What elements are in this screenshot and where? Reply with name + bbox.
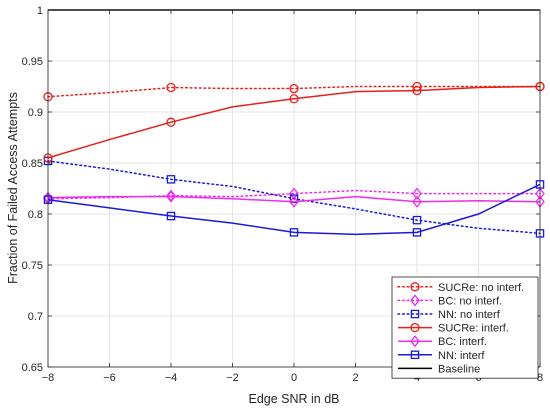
legend-label: SUCRe: no interf. (438, 282, 524, 294)
y-tick-label: 1 (37, 5, 43, 17)
data-point (289, 195, 299, 208)
legend-marker (410, 350, 420, 360)
series-line (47, 85, 541, 98)
y-tick-label: 0.75 (22, 260, 43, 272)
data-point (166, 190, 176, 203)
x-tick-label: −4 (165, 372, 178, 384)
legend-marker (410, 309, 420, 319)
legend-entry-nn-interf: NN: interf (398, 350, 485, 362)
y-tick-label: 0.9 (28, 107, 43, 119)
legend-entry-sucre-interf: SUCRe: interf. (398, 323, 509, 335)
legend-entry-baseline: Baseline (398, 363, 480, 375)
legend-marker (410, 282, 420, 292)
x-tick-label: −6 (103, 372, 116, 384)
data-point (412, 228, 422, 237)
legend-entry-bc-interf: BC: interf. (398, 335, 487, 348)
x-tick-label: −8 (42, 372, 55, 384)
legend-marker (410, 322, 420, 333)
series-line (47, 189, 541, 200)
data-point (412, 215, 422, 225)
series-line (47, 85, 541, 159)
series-line (47, 183, 541, 236)
x-tick-label: 8 (537, 372, 543, 384)
x-tick-label: 0 (291, 372, 297, 384)
x-tick-label: 2 (352, 372, 358, 384)
legend-label: NN: interf (438, 350, 485, 362)
data-point (166, 117, 176, 127)
data-point (412, 195, 422, 208)
data-point (289, 94, 299, 104)
legend-marker (410, 294, 420, 307)
data-point (289, 83, 299, 94)
legend-entry-bc-no-interf: BC: no interf. (397, 294, 502, 307)
legend-label: BC: interf. (438, 336, 487, 348)
legend-label: NN: no interf (438, 309, 501, 321)
series-line (47, 195, 541, 203)
legend-marker (410, 335, 420, 348)
legend-label: BC: no interf. (438, 295, 502, 307)
data-point (412, 187, 422, 200)
legend-entry-nn-no-interf: NN: no interf (397, 309, 501, 321)
x-axis-label: Edge SNR in dB (248, 392, 339, 406)
series-line (47, 160, 541, 235)
data-point (289, 228, 299, 237)
legend-label: Baseline (438, 363, 480, 375)
y-axis-label: Fraction of Failed Access Attempts (6, 92, 20, 284)
data-point (166, 82, 176, 93)
legend: SUCRe: no interf.BC: no interf. NN: no in… (391, 276, 539, 379)
data-point (412, 85, 422, 96)
data-point (166, 211, 176, 221)
legend-entry-sucre-no-interf: SUCRe: no interf. (397, 282, 524, 294)
legend-label: SUCRe: interf. (438, 323, 509, 335)
y-tick-label: 0.95 (22, 56, 43, 68)
x-tick-label: −2 (226, 372, 239, 384)
y-tick-label: 0.8 (28, 209, 43, 221)
y-tick-label: 0.85 (22, 158, 43, 170)
y-tick-label: 0.7 (28, 311, 43, 323)
y-tick-label: 0.65 (22, 362, 43, 374)
data-point (166, 175, 176, 184)
